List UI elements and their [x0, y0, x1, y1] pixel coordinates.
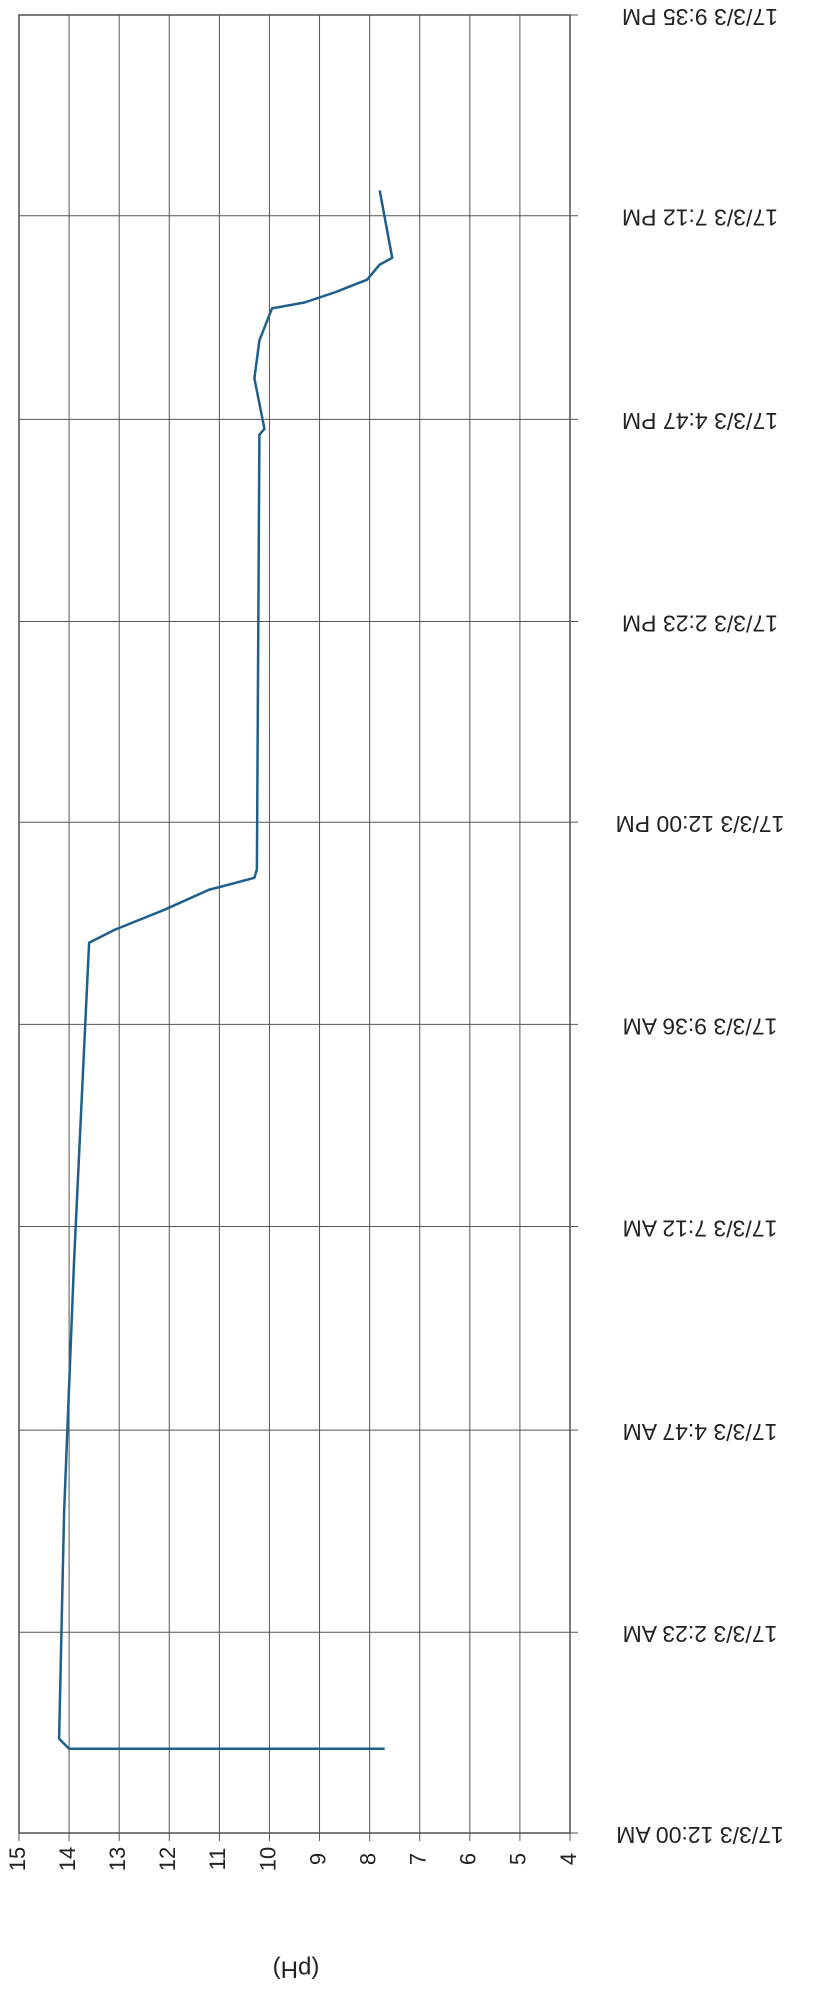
y-tick-label: 9 — [305, 1853, 330, 1865]
data-line — [57, 190, 394, 1751]
y-tick-label: 6 — [456, 1853, 481, 1865]
y-axis-label: (pH) — [273, 1956, 320, 1983]
y-tick-label: 13 — [105, 1847, 130, 1871]
y-tick-label: 14 — [55, 1847, 80, 1871]
x-tick-label: 17/3/3 4:47 PM — [622, 408, 778, 434]
plot-frame — [18, 14, 571, 1834]
y-tick-label: 7 — [406, 1853, 431, 1865]
x-tick-label: 17/3/3 2:23 AM — [623, 1621, 778, 1647]
y-tick-label: 12 — [155, 1847, 180, 1871]
x-tick-label: 17/3/3 12:00 PM — [616, 811, 785, 837]
x-tick-label: 17/3/3 7:12 PM — [622, 205, 778, 231]
x-tick-label: 17/3/3 12:00 AM — [616, 1822, 784, 1848]
y-tick-label: 8 — [355, 1853, 380, 1865]
y-tick-label: 15 — [5, 1847, 30, 1871]
x-tick-label: 17/3/3 9:36 AM — [623, 1013, 778, 1039]
y-tick-label: 10 — [255, 1847, 280, 1871]
x-tick-label: 17/3/3 7:12 AM — [623, 1215, 778, 1241]
x-tick-label: 17/3/3 2:23 PM — [622, 610, 778, 636]
y-tick-label: 5 — [506, 1853, 531, 1865]
y-tick-label: 4 — [556, 1853, 581, 1865]
x-tick-label: 17/3/3 9:35 PM — [622, 4, 778, 30]
x-tick-label: 17/3/3 4:47 AM — [623, 1419, 778, 1445]
y-tick-label: 11 — [205, 1848, 230, 1871]
